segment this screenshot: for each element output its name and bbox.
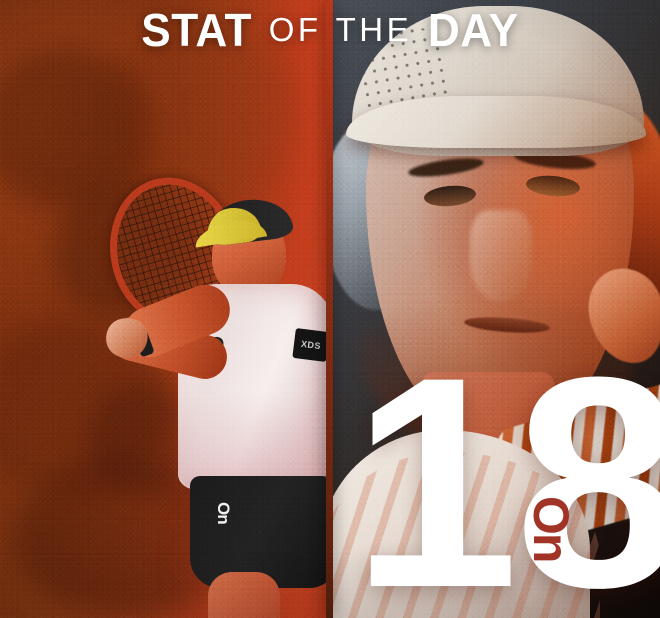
- left-action-panel: On XDS On: [0, 0, 330, 618]
- clay-texture-blotch: [0, 49, 159, 211]
- headline-word-day: DAY: [427, 4, 519, 56]
- right-portrait-panel: [330, 0, 660, 618]
- sleeve-sponsor-label: XDS: [300, 338, 322, 352]
- player-leg: [208, 572, 280, 618]
- headline-word-of: OF: [268, 11, 322, 48]
- on-logo-mark: On: [523, 496, 579, 562]
- tennis-player-action: On XDS On: [86, 162, 330, 618]
- headline-word-stat: STAT: [141, 4, 253, 56]
- headline: STAT OF THE DAY: [0, 2, 660, 58]
- jersey-shading: [178, 391, 330, 490]
- panel-split-seam: [326, 0, 333, 618]
- stat-number: 18: [352, 314, 660, 618]
- nose: [470, 210, 532, 302]
- on-logo-shorts: On: [214, 502, 233, 524]
- sleeve-sponsor-patch: XDS: [292, 328, 330, 362]
- tennis-player-portrait: [330, 0, 660, 618]
- player-shorts: On: [190, 476, 330, 588]
- headline-word-the: THE: [335, 11, 413, 48]
- portrait-cap-brim: [346, 96, 646, 148]
